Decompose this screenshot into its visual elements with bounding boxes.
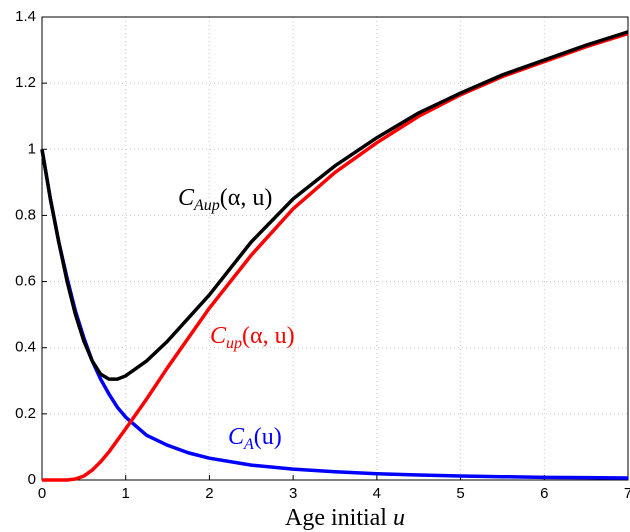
y-tick-label: 0.2 <box>15 405 36 422</box>
y-tick-label: 1.4 <box>15 8 36 25</box>
curve-label: CA(u) <box>228 424 282 453</box>
curve-label-subscript: Aup <box>193 197 220 214</box>
y-tick-label: 1.2 <box>15 74 36 91</box>
x-label-variable: u <box>393 505 405 531</box>
x-tick-label: 0 <box>38 485 46 502</box>
x-tick-label: 2 <box>205 485 213 502</box>
curve-label: Cup(α, u) <box>210 323 295 352</box>
y-tick-label: 0.8 <box>15 206 36 223</box>
x-tick-label: 1 <box>122 485 130 502</box>
curve-label-arguments: (α, u) <box>220 185 273 211</box>
curve-label-symbol: C <box>228 424 245 450</box>
y-tick-label: 1 <box>28 140 36 157</box>
plot-frame <box>41 16 629 481</box>
x-axis-label: Age initial u <box>285 505 405 531</box>
curve-label-symbol: C <box>210 323 227 349</box>
curve-label-arguments: (u) <box>254 424 282 450</box>
curve-label-subscript: A <box>243 436 254 453</box>
curve-label-subscript: up <box>226 335 242 352</box>
y-tick-label: 0.6 <box>15 273 36 290</box>
x-tick-label: 5 <box>456 485 464 502</box>
y-tick-label: 0.4 <box>15 339 36 356</box>
x-tick-label: 7 <box>624 485 630 502</box>
curve-label-arguments: (α, u) <box>242 323 295 349</box>
y-tick-label: 0 <box>28 471 36 488</box>
series-line <box>40 30 629 381</box>
curve-label: CAup(α, u) <box>178 185 272 214</box>
x-tick-label: 4 <box>373 485 381 502</box>
x-tick-label: 6 <box>540 485 548 502</box>
x-tick-label: 3 <box>289 485 297 502</box>
curve-label-symbol: C <box>178 185 195 211</box>
x-label-text: Age initial <box>285 505 387 531</box>
